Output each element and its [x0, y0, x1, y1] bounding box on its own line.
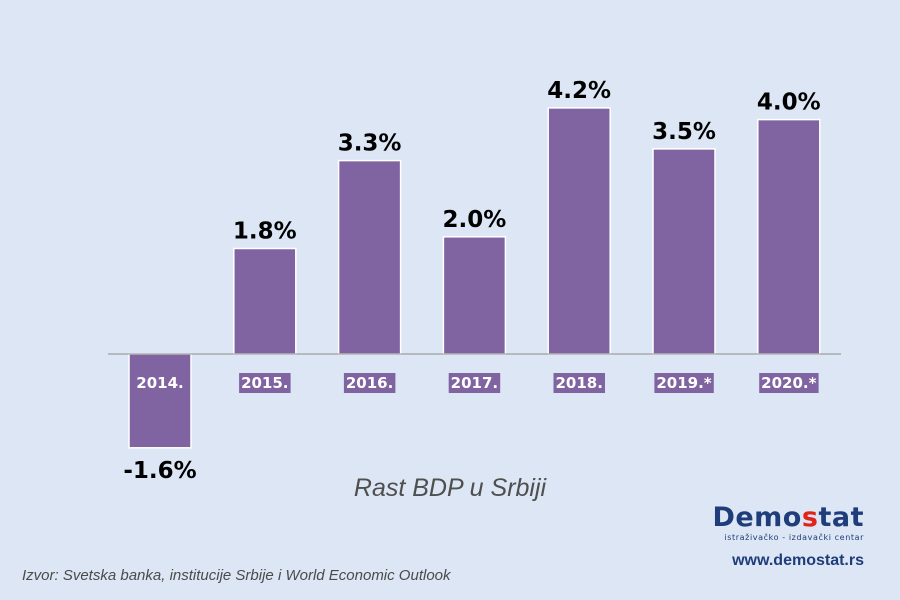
category-label-background [239, 373, 291, 393]
bar-2020 [757, 118, 821, 355]
value-label: 1.8% [233, 219, 297, 245]
value-label: 4.2% [547, 78, 611, 104]
category-label: 2017. [451, 374, 498, 392]
brand-name: Demostat [704, 503, 864, 533]
source-note: Izvor: Svetska banka, institucije Srbije… [22, 567, 451, 584]
bar-2016 [337, 159, 402, 355]
bar-2015 [233, 247, 297, 355]
demostat-logo: Demostat istraživačko - izdavački centar [704, 503, 864, 543]
value-label: -1.6% [123, 458, 196, 484]
brand-tagline: istraživačko - izdavački centar [724, 533, 864, 542]
brand-name-part3: tat [818, 502, 864, 533]
brand-url[interactable]: www.demostat.rs [732, 552, 864, 569]
category-label: 2020.* [761, 374, 816, 392]
category-label: 2018. [555, 374, 602, 392]
labels-layer: 2014. 2015. 2016. 2017. 2018. 2019.* 2020.* -1.… [123, 78, 820, 484]
value-label: 2.0% [443, 207, 507, 233]
bar-2014 [128, 353, 192, 449]
value-label: 3.3% [338, 131, 402, 157]
category-label: 2016. [346, 374, 393, 392]
brand-name-part1: Demo [712, 502, 802, 533]
category-label-background [448, 373, 501, 393]
value-label: 4.0% [757, 90, 821, 116]
value-label: 3.5% [652, 119, 716, 145]
category-label-background [553, 373, 605, 393]
bar-2018 [547, 107, 611, 355]
category-label-background [759, 373, 819, 393]
category-label: 2014. [136, 374, 183, 392]
bar-2019 [652, 148, 716, 355]
chart-title: Rast BDP u Srbiji [353, 474, 547, 502]
category-label-background [343, 373, 396, 393]
category-label-background [654, 373, 714, 393]
category-label: 2015. [241, 374, 288, 392]
bars-layer [128, 107, 821, 449]
brand-name-part2: s [801, 502, 819, 533]
bar-2017 [442, 236, 507, 355]
category-label: 2019.* [656, 374, 711, 392]
